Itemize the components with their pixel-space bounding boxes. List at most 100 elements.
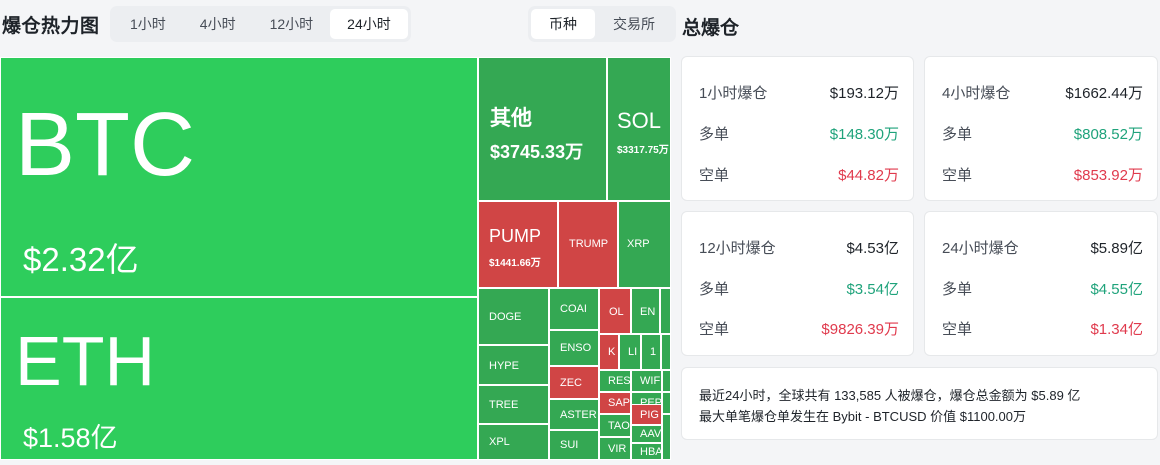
tile-zec[interactable]: ZEC xyxy=(549,366,599,399)
card-1h-total-row: 1小时爆仓 $193.12万 xyxy=(699,82,899,103)
tile-aster[interactable]: ASTER xyxy=(549,399,599,430)
tile-ol-name: OL xyxy=(609,306,624,318)
card-24h: 24小时爆仓 $5.89亿 多单 $4.55亿 空单 $1.34亿 xyxy=(924,211,1158,356)
long-label: 多单 xyxy=(699,126,730,143)
card-12h: 12小时爆仓 $4.53亿 多单 $3.54亿 空单 $9826.39万 xyxy=(681,211,914,356)
summary-line-2: 最大单笔爆仓单发生在 Bybit - BTCUSD 价值 $1100.00万 xyxy=(699,409,1026,424)
tile-xpl[interactable]: XPL xyxy=(478,424,549,460)
long-label: 多单 xyxy=(942,126,973,143)
card-4h: 4小时爆仓 $1662.44万 多单 $808.52万 空单 $853.92万 xyxy=(924,56,1158,201)
tab-1h[interactable]: 1小时 xyxy=(130,16,166,32)
tile-trump-name: TRUMP xyxy=(569,238,609,250)
tile-extra-d[interactable] xyxy=(662,392,671,414)
tile-eth-value: $1.58亿 xyxy=(23,423,118,453)
tile-pump-name: PUMP xyxy=(489,226,542,246)
tile-extra-a[interactable] xyxy=(660,288,671,334)
tile-xpl-name: XPL xyxy=(489,436,510,448)
tile-extra-c[interactable] xyxy=(662,370,671,392)
tile-1[interactable]: 1 xyxy=(641,334,661,370)
liquidation-summary: 最近24小时，全球共有 133,585 人被爆仓，爆仓总金额为 $5.89 亿 … xyxy=(681,367,1158,440)
time-range-selector: 1小时 4小时 12小时 24小时 xyxy=(110,6,411,42)
card-4h-long-row: 多单 $808.52万 xyxy=(942,123,1143,144)
group-by-selector: 币种 交易所 xyxy=(528,6,676,42)
tile-btc[interactable]: BTC $2.32亿 xyxy=(0,57,478,297)
long-value: $3.54亿 xyxy=(846,281,899,298)
tile-pump-value: $1441.66万 xyxy=(489,258,541,269)
tile-res[interactable]: RES xyxy=(599,370,631,392)
tab-4h[interactable]: 4小时 xyxy=(199,16,236,32)
tab-12h[interactable]: 12小时 xyxy=(269,16,314,32)
tab-24h[interactable]: 24小时 xyxy=(330,9,408,39)
tile-coai[interactable]: COAI xyxy=(549,288,599,330)
tile-doge-name: DOGE xyxy=(489,311,522,323)
card-12h-total-row: 12小时爆仓 $4.53亿 xyxy=(699,237,899,258)
tile-1-name: 1 xyxy=(650,346,657,358)
tile-li-name: LI xyxy=(628,346,638,358)
summary-line-1: 最近24小时，全球共有 133,585 人被爆仓，爆仓总金额为 $5.89 亿 xyxy=(699,388,1081,403)
total-value: $5.89亿 xyxy=(1090,240,1143,257)
short-label: 空单 xyxy=(942,167,973,184)
tile-aav[interactable]: AAV xyxy=(631,425,662,443)
tab-by-coin[interactable]: 币种 xyxy=(531,9,595,39)
tile-sap-name: SAP xyxy=(608,397,631,409)
tile-other-name: 其他 xyxy=(490,107,532,130)
card-1h-long-row: 多单 $148.30万 xyxy=(699,123,899,144)
tile-tao[interactable]: TAO xyxy=(599,414,631,437)
tile-btc-name: BTC xyxy=(15,95,195,195)
tile-xrp[interactable]: XRP xyxy=(618,201,671,288)
tile-hype[interactable]: HYPE xyxy=(478,345,549,385)
tile-enso[interactable]: ENSO xyxy=(549,330,599,366)
tab-by-exchange[interactable]: 交易所 xyxy=(613,16,655,32)
tile-extra-e[interactable] xyxy=(662,414,671,460)
card-12h-long-row: 多单 $3.54亿 xyxy=(699,278,899,299)
card-1h: 1小时爆仓 $193.12万 多单 $148.30万 空单 $44.82万 xyxy=(681,56,914,201)
short-value: $9826.39万 xyxy=(821,321,899,338)
tile-hba[interactable]: HBA xyxy=(631,443,662,460)
card-24h-long-row: 多单 $4.55亿 xyxy=(942,278,1143,299)
tile-vir-name: VIR xyxy=(608,443,627,455)
tile-enso-name: ENSO xyxy=(560,342,592,354)
total-value: $1662.44万 xyxy=(1065,85,1143,102)
card-title: 12小时爆仓 xyxy=(699,240,776,257)
tile-en[interactable]: EN xyxy=(631,288,660,334)
card-title: 24小时爆仓 xyxy=(942,240,1019,257)
tile-vir[interactable]: VIR xyxy=(599,437,631,460)
tile-pig[interactable]: PIG xyxy=(631,404,662,425)
short-label: 空单 xyxy=(699,167,730,184)
total-liquidation-title: 总爆仓 xyxy=(682,18,740,39)
tile-ol[interactable]: OL xyxy=(599,288,631,334)
tile-en-name: EN xyxy=(640,306,656,318)
tile-btc-value: $2.32亿 xyxy=(23,241,139,278)
tile-trump[interactable]: TRUMP xyxy=(558,201,618,288)
long-value: $4.55亿 xyxy=(1090,281,1143,298)
tile-k[interactable]: K xyxy=(599,334,619,370)
tile-hype-name: HYPE xyxy=(489,360,519,372)
short-label: 空单 xyxy=(699,321,730,338)
tile-wif-name: WIF xyxy=(640,375,661,387)
tile-other[interactable]: 其他 $3745.33万 xyxy=(478,57,607,201)
tile-k-name: K xyxy=(608,346,616,358)
tile-tree[interactable]: TREE xyxy=(478,385,549,424)
tile-extra-b[interactable] xyxy=(661,334,671,370)
card-1h-short-row: 空单 $44.82万 xyxy=(699,164,899,185)
tile-xrp-name: XRP xyxy=(627,238,650,250)
short-value: $44.82万 xyxy=(838,167,899,184)
tile-pump[interactable]: PUMP $1441.66万 xyxy=(478,201,558,288)
tile-li[interactable]: LI xyxy=(619,334,641,370)
tile-sui[interactable]: SUI xyxy=(549,430,599,460)
tile-eth[interactable]: ETH $1.58亿 xyxy=(0,297,478,460)
long-value: $148.30万 xyxy=(829,126,899,143)
long-label: 多单 xyxy=(942,281,973,298)
tile-wif[interactable]: WIF xyxy=(631,370,662,392)
tile-sap[interactable]: SAP xyxy=(599,392,631,414)
short-value: $1.34亿 xyxy=(1090,321,1143,338)
card-24h-short-row: 空单 $1.34亿 xyxy=(942,318,1143,339)
card-4h-total-row: 4小时爆仓 $1662.44万 xyxy=(942,82,1143,103)
tile-eth-name: ETH xyxy=(15,322,155,400)
tile-hba-name: HBA xyxy=(640,446,662,458)
long-value: $808.52万 xyxy=(1073,126,1143,143)
tile-sol[interactable]: SOL $3317.75万 xyxy=(607,57,671,201)
card-12h-short-row: 空单 $9826.39万 xyxy=(699,318,899,339)
tile-pig-name: PIG xyxy=(640,409,659,421)
tile-doge[interactable]: DOGE xyxy=(478,288,549,345)
